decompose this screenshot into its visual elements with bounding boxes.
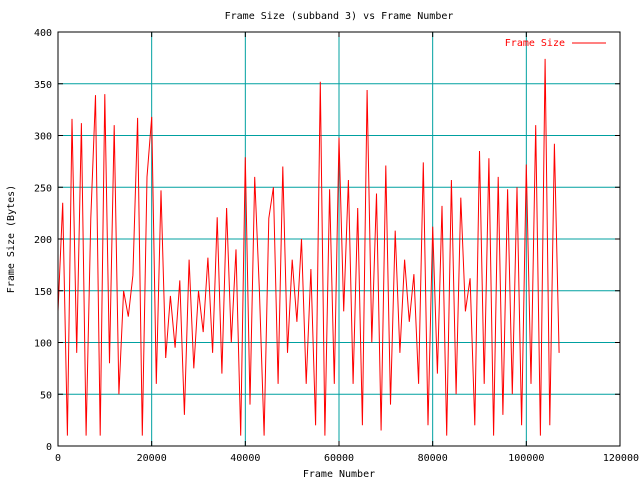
y-tick-label: 300 xyxy=(34,132,52,143)
y-tick-label: 50 xyxy=(40,390,52,401)
y-tick-label: 0 xyxy=(46,442,52,453)
x-tick-label: 20000 xyxy=(137,453,167,464)
legend: Frame Size xyxy=(505,38,606,49)
y-tick-label: 250 xyxy=(34,183,52,194)
x-axis-label: Frame Number xyxy=(303,469,375,480)
series-line-frame-size xyxy=(57,58,560,436)
y-axis-label: Frame Size (Bytes) xyxy=(6,185,17,293)
x-tick-label: 0 xyxy=(55,453,61,464)
y-tick-label: 200 xyxy=(34,235,52,246)
x-tick-label: 80000 xyxy=(418,453,448,464)
x-tick-label: 120000 xyxy=(603,453,639,464)
y-tick-label: 350 xyxy=(34,80,52,91)
x-tick-labels: 0 20000 40000 60000 80000 100000 120000 xyxy=(55,453,639,464)
x-tick-label: 100000 xyxy=(508,453,544,464)
series-area xyxy=(57,58,560,436)
x-tick-label: 40000 xyxy=(230,453,260,464)
chart-title: Frame Size (subband 3) vs Frame Number xyxy=(225,11,454,22)
y-tick-label: 400 xyxy=(34,28,52,39)
y-tick-label: 100 xyxy=(34,339,52,350)
y-tick-label: 150 xyxy=(34,287,52,298)
x-tick-label: 60000 xyxy=(324,453,354,464)
legend-series-label: Frame Size xyxy=(505,38,565,49)
y-tick-labels: 0 50 100 150 200 250 300 350 400 xyxy=(34,28,52,453)
axis-ticks xyxy=(57,31,621,447)
